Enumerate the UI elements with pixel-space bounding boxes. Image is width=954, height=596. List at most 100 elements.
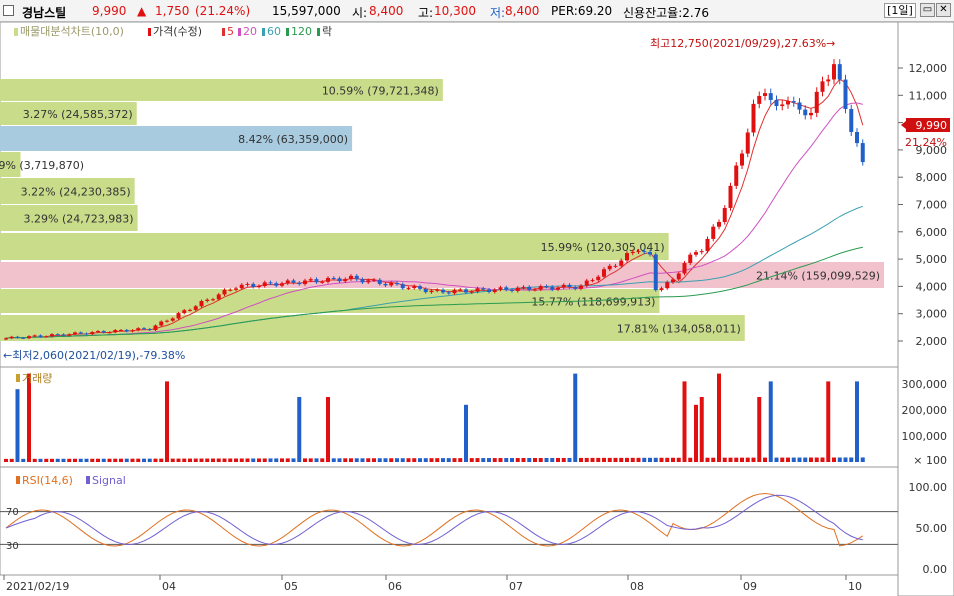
volume-bar (832, 457, 836, 462)
candle-body (113, 330, 118, 333)
volume-bar (251, 458, 256, 462)
volume-bar (130, 458, 135, 462)
volume-bar (418, 458, 422, 462)
candle-body (234, 288, 238, 290)
candle-body (584, 280, 589, 286)
volume-bar (291, 458, 296, 462)
candle-body (193, 306, 198, 310)
volume-profile-label: 3.29% (24,723,983) (24, 213, 134, 226)
volume-bar (504, 458, 509, 462)
up-arrow-icon: ▲ (137, 4, 147, 18)
candle-body (435, 289, 440, 291)
volume-bar (142, 458, 146, 462)
volume-bar (498, 458, 503, 462)
restore-button[interactable]: ▭ (920, 3, 935, 17)
candle-body (820, 81, 825, 92)
volume-bar (717, 373, 721, 462)
date-label: 04 (162, 580, 176, 593)
volume-bar (458, 458, 463, 462)
candle-body (458, 289, 463, 291)
candle-body (602, 269, 606, 277)
volume-bar (159, 458, 164, 462)
date-label: 2021/02/19 (6, 580, 69, 593)
low-label: 저: (490, 6, 506, 20)
volume-profile-bar (0, 289, 660, 313)
volume-bar (843, 457, 848, 462)
candle-body (803, 109, 808, 116)
volume-bar (44, 458, 49, 462)
volume-bar (550, 457, 555, 462)
volume-bar (791, 457, 796, 462)
volume-legend-swatch (16, 374, 20, 382)
candle-body (372, 279, 376, 281)
volume-bar (222, 458, 227, 462)
volume-bar (326, 397, 330, 462)
legend-down: 락 (322, 25, 332, 38)
candle-body (101, 331, 106, 333)
price-axis-label: 6,000 (916, 226, 948, 239)
volume-bar (349, 458, 353, 462)
volume-profile-label: 21.14% (159,099,529) (756, 270, 880, 283)
candle-body (389, 282, 394, 286)
volume-bar (4, 458, 8, 462)
candle-body (32, 335, 37, 337)
volume-bar (579, 457, 583, 462)
volume-profile-label: 3.22% (24,230,385) (21, 186, 131, 199)
candle-body (642, 251, 647, 253)
volume-bar (32, 458, 37, 462)
select-checkbox[interactable] (3, 5, 14, 16)
volume-bar (734, 457, 739, 462)
price-change-pct: (21.24%) (195, 4, 251, 18)
candle-body (492, 289, 497, 292)
candle-body (262, 282, 267, 287)
volume-profile-bar (0, 178, 135, 204)
high-label: 고: (418, 6, 434, 20)
candle-body (682, 263, 687, 274)
price-change: 1,750 (155, 4, 190, 18)
candle-body (182, 310, 187, 314)
candle-body (27, 336, 31, 339)
candle-body (50, 334, 54, 337)
candle-body (423, 288, 428, 293)
volume-bar (147, 458, 152, 462)
candle-body (573, 287, 578, 289)
candle-body (740, 153, 744, 166)
candle-body (671, 279, 675, 283)
volume-bar (84, 458, 89, 462)
period-button[interactable]: [1일] (884, 3, 916, 18)
volume-bar (653, 457, 658, 462)
candle-body (717, 221, 721, 227)
candle-body (170, 318, 175, 321)
stock-chart[interactable]: 10.59% (79,721,348) 3.27% (24,585,372) 8.4… (0, 22, 954, 596)
candle-body (837, 64, 842, 80)
volume-bar (239, 458, 244, 462)
volume-bar (285, 458, 290, 462)
volume-bar (573, 373, 578, 462)
volume-bar (216, 458, 221, 462)
candle-body (659, 288, 664, 291)
volume-bar (855, 381, 859, 462)
volume-bar (372, 458, 376, 462)
candle-body (498, 287, 503, 290)
rsi-legend-swatch (16, 476, 20, 484)
candle-body (826, 79, 831, 82)
candle-body (251, 283, 256, 287)
volume-profile-bar (0, 126, 353, 151)
candle-body (55, 334, 60, 336)
candle-body (176, 313, 181, 319)
volume-bar (176, 458, 181, 462)
close-button[interactable]: ✕ (936, 3, 951, 17)
candle-body (326, 277, 330, 282)
volume-bar (268, 458, 273, 462)
current-change-label: 21.24% (905, 136, 947, 149)
volume-bar (607, 457, 612, 462)
candle-body (38, 335, 43, 337)
candle-body (774, 99, 779, 107)
volume-bar (630, 457, 635, 462)
open-label: 시: (352, 6, 368, 20)
volume-bar (619, 457, 624, 462)
price-axis-label: 11,000 (909, 89, 948, 102)
volume-profile-bar (0, 262, 884, 288)
volume-bar (596, 457, 601, 462)
volume-bar (671, 457, 675, 462)
